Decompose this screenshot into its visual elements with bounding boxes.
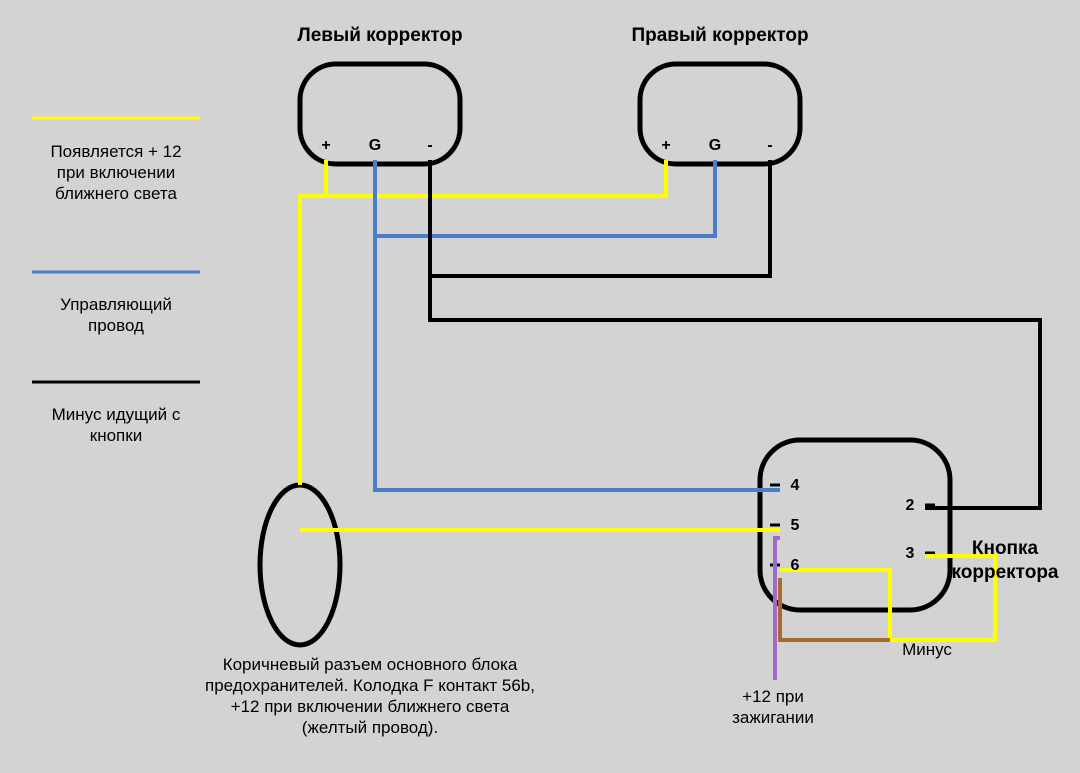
wire-black_right_minus [430,160,770,276]
pin-btn-p4: 4 [545,476,1045,496]
caption-plus12: +12 при зажигании [523,686,1023,729]
pin-btn-p2: 2 [660,496,1080,516]
diagram-stage: Левый корректорПравый корректор+G-+G-456… [0,0,1080,773]
wire-black_left_minus [430,160,1040,508]
title-right: Правый корректор [470,24,970,48]
pin-btn-p5: 5 [545,516,1045,536]
legend-text-l1: Появляется + 12 при включении ближнего с… [0,141,366,205]
pin-right-minus: - [520,136,1020,156]
legend-text-l2: Управляющий провод [0,294,366,337]
caption-minus: Минус [677,639,1080,660]
wire-blue_left_g [375,160,780,490]
fuse-block-node [260,485,340,645]
caption-button: Кнопка корректора [755,537,1080,585]
legend-text-l3: Минус идущий с кнопки [0,404,366,447]
